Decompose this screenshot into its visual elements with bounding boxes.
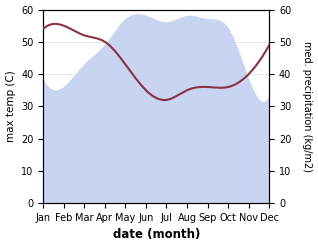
Y-axis label: max temp (C): max temp (C) <box>5 70 16 142</box>
X-axis label: date (month): date (month) <box>113 228 200 242</box>
Y-axis label: med. precipitation (kg/m2): med. precipitation (kg/m2) <box>302 41 313 172</box>
